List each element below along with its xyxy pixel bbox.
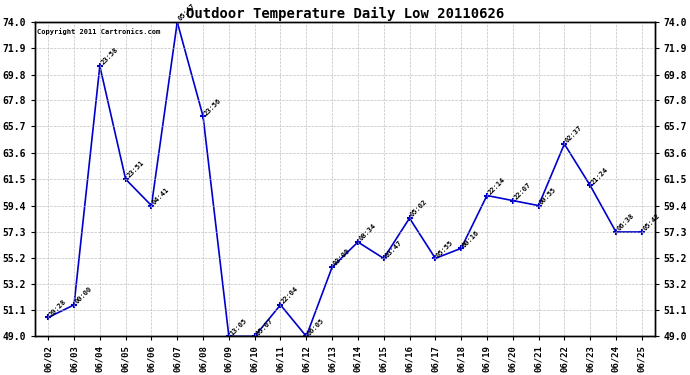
Text: 21:24: 21:24 bbox=[590, 166, 609, 186]
Text: 06:38: 06:38 bbox=[616, 213, 635, 232]
Text: 05:42: 05:42 bbox=[642, 213, 661, 232]
Text: 23:58: 23:58 bbox=[100, 47, 119, 66]
Text: Copyright 2011 Cartronics.com: Copyright 2011 Cartronics.com bbox=[37, 28, 160, 35]
Text: 08:34: 08:34 bbox=[358, 223, 377, 242]
Text: 05:07: 05:07 bbox=[255, 317, 274, 336]
Text: 05:47: 05:47 bbox=[177, 3, 197, 22]
Text: 03:09: 03:09 bbox=[332, 248, 351, 267]
Text: 02:37: 02:37 bbox=[564, 125, 584, 144]
Text: 20:28: 20:28 bbox=[48, 298, 68, 318]
Text: 23:56: 23:56 bbox=[203, 97, 222, 116]
Text: 23:51: 23:51 bbox=[126, 160, 145, 179]
Title: Outdoor Temperature Daily Low 20110626: Outdoor Temperature Daily Low 20110626 bbox=[186, 7, 504, 21]
Text: 22:04: 22:04 bbox=[280, 286, 299, 305]
Text: 13:05: 13:05 bbox=[229, 317, 248, 336]
Text: 00:00: 00:00 bbox=[74, 286, 93, 305]
Text: 04:41: 04:41 bbox=[151, 186, 170, 206]
Text: 00:16: 00:16 bbox=[461, 229, 480, 248]
Text: 06:05: 06:05 bbox=[306, 317, 326, 336]
Text: 22:14: 22:14 bbox=[487, 176, 506, 195]
Text: 03:47: 03:47 bbox=[384, 239, 403, 258]
Text: 05:02: 05:02 bbox=[410, 199, 428, 218]
Text: 05:55: 05:55 bbox=[435, 239, 455, 258]
Text: 00:55: 00:55 bbox=[539, 186, 558, 206]
Text: 22:07: 22:07 bbox=[513, 181, 532, 201]
